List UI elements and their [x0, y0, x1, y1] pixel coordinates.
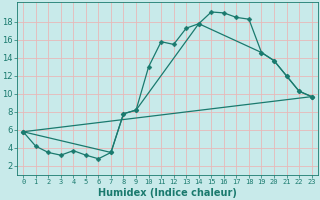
X-axis label: Humidex (Indice chaleur): Humidex (Indice chaleur)	[98, 188, 237, 198]
